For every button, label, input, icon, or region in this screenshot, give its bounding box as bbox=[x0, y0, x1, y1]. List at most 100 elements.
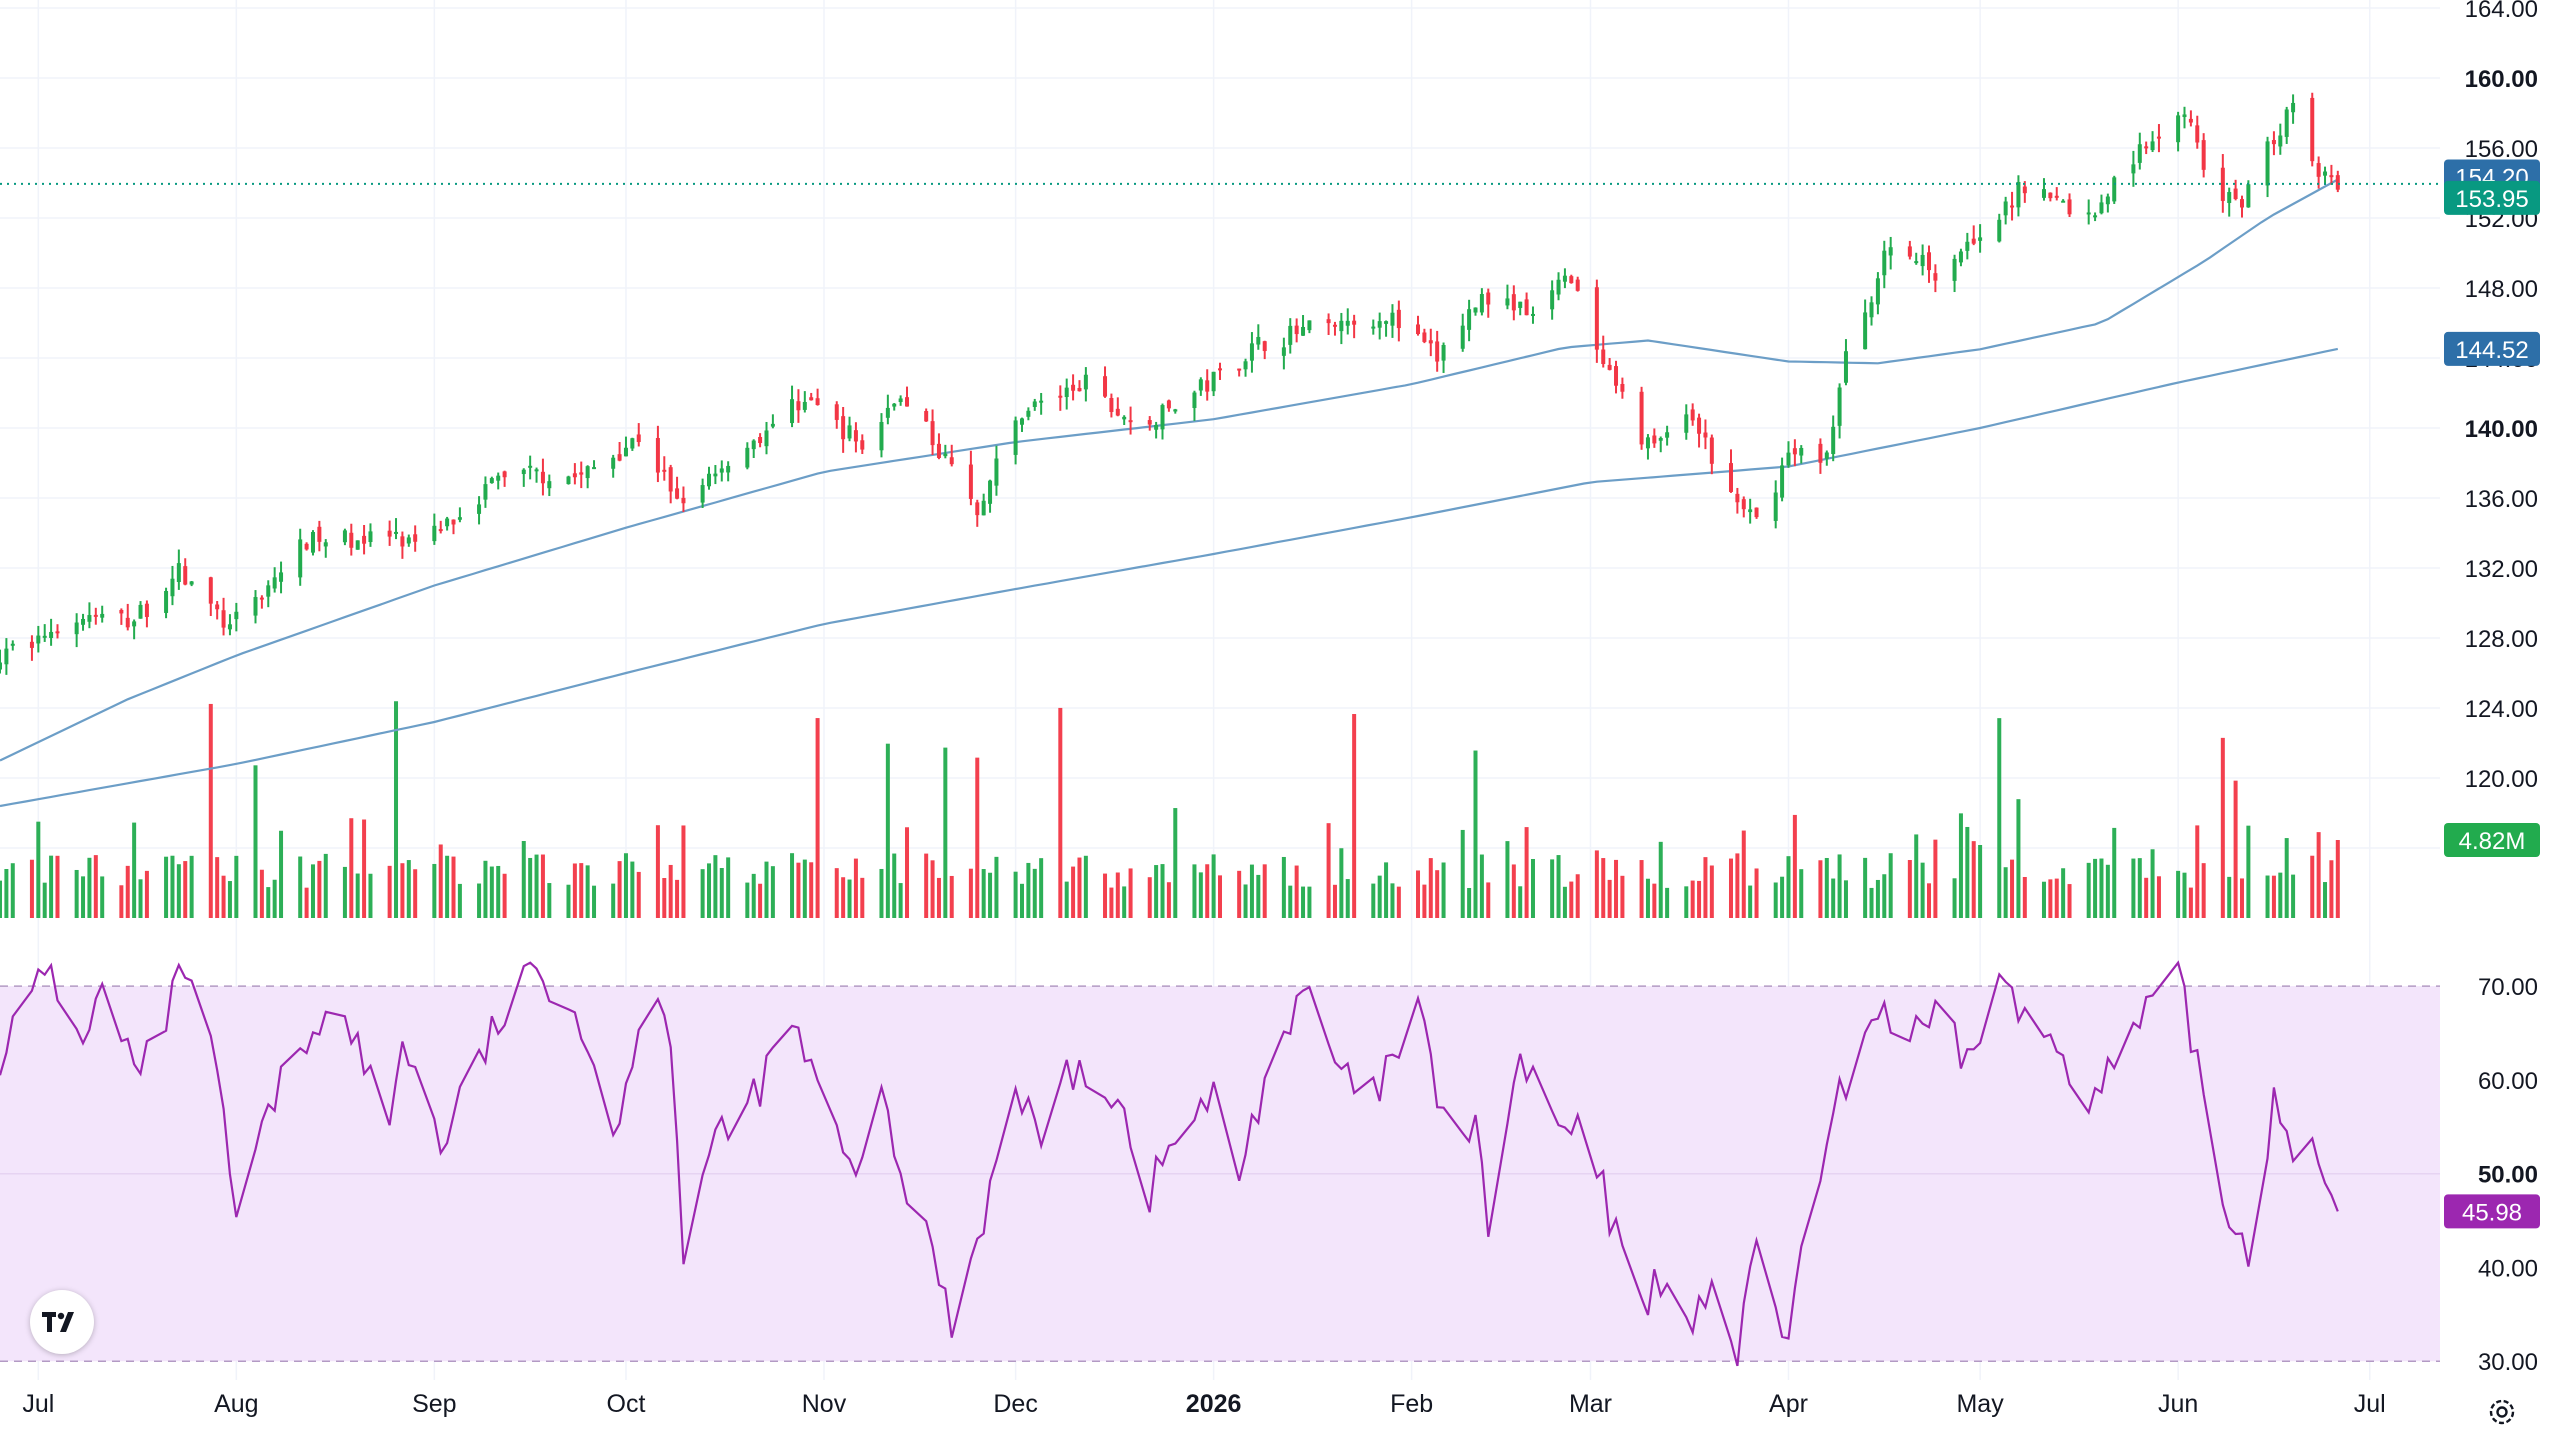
volume-bar bbox=[572, 863, 577, 918]
volume-bar bbox=[1780, 876, 1785, 918]
candle-body bbox=[2003, 201, 2008, 216]
volume-bar bbox=[406, 860, 411, 918]
volume-bar bbox=[368, 873, 373, 918]
volume-bar bbox=[227, 881, 232, 918]
time-axis-label: Apr bbox=[1769, 1390, 1808, 1418]
volume-bar bbox=[1556, 855, 1561, 918]
candle-body bbox=[266, 585, 271, 597]
volume-bar bbox=[1658, 841, 1663, 918]
candle-body bbox=[74, 622, 79, 635]
volume-bar bbox=[2137, 858, 2142, 918]
volume-bar bbox=[1709, 865, 1714, 918]
candle-body bbox=[2061, 200, 2066, 203]
candle-body bbox=[2246, 184, 2251, 208]
candle-body bbox=[1352, 320, 1357, 325]
volume-bar bbox=[2061, 868, 2066, 918]
candle-body bbox=[253, 597, 258, 616]
candle-body bbox=[2105, 196, 2110, 205]
settings-gear-icon[interactable] bbox=[2484, 1394, 2520, 1430]
candle-body bbox=[1965, 241, 1970, 251]
candle-body bbox=[1122, 416, 1127, 420]
sma-200-path bbox=[0, 347, 2339, 808]
candle-body bbox=[751, 440, 756, 450]
candle-body bbox=[119, 609, 124, 614]
price-axis[interactable]: 116.00120.00124.00128.00132.00136.00140.… bbox=[2465, 0, 2538, 863]
candle-body bbox=[2144, 146, 2149, 149]
candle-body bbox=[1467, 309, 1472, 330]
volume-bar bbox=[1792, 814, 1797, 918]
candle-body bbox=[10, 643, 15, 646]
volume-bar bbox=[2067, 884, 2072, 918]
volume-bar bbox=[770, 866, 775, 918]
volume-bar bbox=[726, 857, 731, 918]
sma-200-value-label-text: 144.52 bbox=[2455, 337, 2528, 364]
volume-value-label-bg bbox=[2444, 823, 2540, 857]
candle-body bbox=[400, 536, 405, 547]
volume-bar bbox=[1754, 868, 1759, 918]
volume-bar bbox=[617, 861, 622, 918]
candle-body bbox=[1205, 380, 1210, 392]
volume-bar bbox=[1690, 880, 1695, 918]
candle-body bbox=[1154, 425, 1159, 430]
candle-body bbox=[1773, 492, 1778, 521]
candle-body bbox=[2156, 136, 2161, 139]
volume-bar bbox=[176, 864, 181, 918]
candle-body bbox=[1658, 438, 1663, 441]
candle-body bbox=[42, 635, 47, 638]
volume-bar bbox=[707, 863, 712, 918]
candle-body bbox=[132, 621, 137, 627]
candle-body bbox=[2041, 189, 2046, 198]
volume-bar bbox=[1978, 845, 1983, 918]
candle-body bbox=[36, 635, 41, 644]
volume-bar bbox=[1441, 862, 1446, 918]
candle-body bbox=[394, 531, 399, 534]
candle-body bbox=[2131, 164, 2136, 174]
candle-body bbox=[451, 519, 456, 525]
candle-body bbox=[349, 532, 354, 548]
candle-body bbox=[1754, 507, 1759, 518]
rsi-tick-label: 50.00 bbox=[2478, 1162, 2538, 1189]
volume-bar bbox=[713, 855, 718, 918]
volume-bar bbox=[502, 873, 507, 918]
candle-body bbox=[668, 467, 673, 492]
candle-body bbox=[770, 423, 775, 427]
volume-bar bbox=[489, 866, 494, 918]
candle-body bbox=[176, 563, 181, 583]
candle-body bbox=[1620, 383, 1625, 392]
volume-bar bbox=[994, 856, 999, 918]
candle-body bbox=[2086, 212, 2091, 215]
candle-body bbox=[1824, 452, 1829, 459]
volume-bar bbox=[2054, 878, 2059, 918]
candle-body bbox=[1301, 326, 1306, 336]
candle-body bbox=[726, 465, 731, 473]
volume-bar bbox=[592, 885, 597, 918]
volume-value-label: 4.82M bbox=[2444, 823, 2540, 857]
candle-body bbox=[1128, 420, 1133, 423]
candle-body bbox=[1326, 319, 1331, 324]
candle-body bbox=[1690, 409, 1695, 421]
volume-bar bbox=[93, 855, 98, 918]
volume-bar bbox=[457, 883, 462, 918]
time-axis-label: Sep bbox=[412, 1390, 456, 1418]
volume-bar bbox=[879, 868, 884, 918]
candle-body bbox=[2093, 215, 2098, 218]
candle-body bbox=[298, 539, 303, 578]
time-axis[interactable]: Jul Aug Sep Oct Nov Dec 2026 Feb Mar Apr May Jun Jul bbox=[22, 1390, 2385, 1418]
volume-bar bbox=[138, 879, 143, 918]
volume-bar bbox=[1211, 854, 1216, 918]
candle-body bbox=[1109, 398, 1114, 413]
tradingview-logo-icon[interactable] bbox=[30, 1290, 94, 1354]
candle-body bbox=[898, 398, 903, 403]
candle-body bbox=[1473, 307, 1478, 313]
candle-body bbox=[2220, 167, 2225, 201]
volume-bar bbox=[496, 865, 501, 918]
candle-body bbox=[1601, 349, 1606, 365]
time-axis-label: Dec bbox=[993, 1390, 1037, 1418]
volume-bar bbox=[2022, 876, 2027, 918]
candle-body bbox=[885, 407, 890, 418]
volume-bar bbox=[2239, 878, 2244, 918]
volume-bar bbox=[764, 861, 769, 918]
